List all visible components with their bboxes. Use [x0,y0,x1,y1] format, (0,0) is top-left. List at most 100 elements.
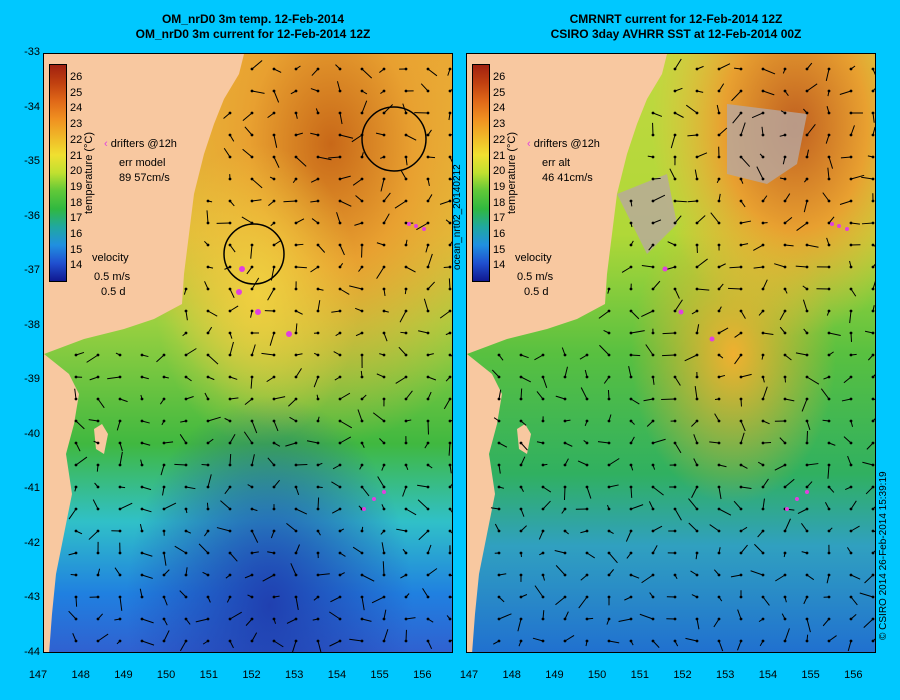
current-vector-origin [761,177,765,181]
current-vector-origin [272,507,276,511]
current-vector [740,432,745,444]
current-vector [796,222,808,231]
current-vector-origin [404,485,408,489]
current-vector-origin [184,551,188,555]
current-vector-origin [250,441,254,445]
current-vector [449,508,452,513]
current-vector [538,530,544,540]
current-vector-origin [871,573,875,577]
current-vector [160,464,165,476]
current-vector-origin [585,573,589,577]
current-vector [806,618,811,633]
current-vector-origin [805,529,809,533]
current-vector [331,508,341,514]
current-vector [498,389,502,400]
colorbar-tick-label: 22 [70,133,83,146]
current-vector [295,596,299,610]
current-vector [383,104,394,114]
lat-tick-label: -36 [24,209,40,222]
current-vector-origin [871,67,875,71]
current-vector [718,83,725,92]
current-vector-origin [250,485,254,489]
drifter-icon: ‹ [527,138,531,150]
current-vector-origin [717,243,721,247]
current-vector-origin [338,111,342,115]
current-vector-origin [382,243,386,247]
current-vector-origin [426,419,430,423]
current-vector-origin [184,309,188,313]
current-vector [382,561,385,576]
current-vector-origin [140,617,144,621]
current-vector-origin [184,353,188,357]
current-vector [328,156,341,159]
current-vector-origin [74,595,78,599]
current-vector-origin [563,397,567,401]
current-vector-origin [695,397,699,401]
current-vector [850,125,855,136]
current-vector-origin [871,507,875,511]
lon-tick-label: 151 [199,669,218,681]
current-vector [405,508,417,516]
current-vector [244,398,253,405]
current-vector-origin [382,397,386,401]
current-vector-origin [805,397,809,401]
colorbar-tick-label: 15 [493,243,506,256]
current-vector-origin [871,529,875,533]
current-vector-origin [673,331,677,335]
current-vector-origin [805,573,809,577]
colorbar-tick-label: 26 [70,71,83,83]
current-vector-origin [382,639,386,643]
current-vector [784,216,793,224]
current-vector-origin [184,287,188,291]
current-vector-origin [739,595,743,599]
current-vector-origin [250,331,254,335]
current-vector-origin [250,639,254,643]
colorbar-tick-label: 23 [493,118,506,131]
current-vector-origin [827,441,831,445]
current-vector [850,574,861,580]
current-vector [784,518,791,532]
current-vector [267,288,275,301]
current-vector [449,483,452,488]
lon-tick-label: 155 [801,669,820,681]
current-vector-origin [651,353,655,357]
current-vector-origin [294,287,298,291]
current-vector [740,220,752,224]
current-vector-origin [717,353,721,357]
current-vector-origin [118,463,122,467]
current-vector [399,310,407,323]
current-vector-origin [519,639,523,643]
current-vector [740,544,748,554]
current-vector-origin [272,243,276,247]
current-vector-origin [761,419,765,423]
current-vector [206,210,209,224]
current-vector [273,420,279,432]
current-vector [532,637,544,642]
current-vector-origin [448,441,452,445]
current-vector-origin [629,463,633,467]
lon-tick-label: 156 [413,669,432,681]
current-vector [97,398,105,409]
current-vector [269,332,275,346]
current-vector-origin [162,595,166,599]
current-vector [381,542,385,554]
current-vector [740,156,751,167]
current-vector [621,266,632,273]
current-vector-origin [426,89,430,93]
current-vector [229,341,234,356]
lon-tick-label: 152 [242,669,261,681]
current-vector [670,134,676,149]
current-vector-origin [360,111,364,115]
current-vector-origin [519,551,523,555]
current-vector-origin [585,507,589,511]
colorbar-tick-label: 16 [493,228,506,240]
current-vector-origin [673,507,677,511]
current-vector-origin [74,463,78,467]
current-vector-origin [827,309,831,313]
current-vector-origin [827,551,831,555]
current-vector-origin [162,463,166,467]
current-vector-origin [541,485,545,489]
current-vector-origin [673,397,677,401]
current-vector-origin [96,375,100,379]
current-vector-origin [250,155,254,159]
